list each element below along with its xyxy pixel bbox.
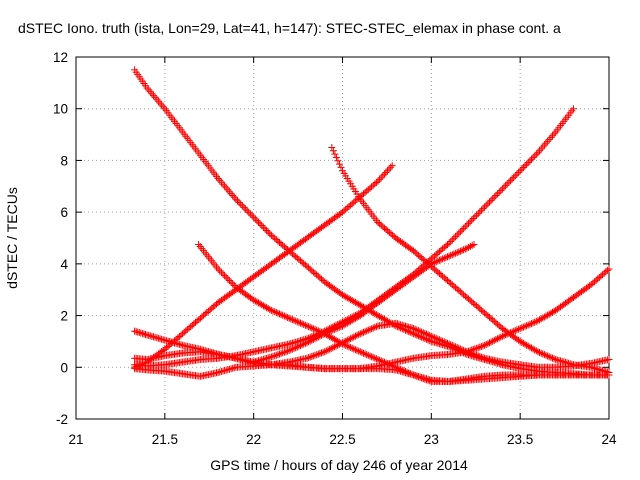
y-tick-label: 10	[53, 102, 68, 117]
y-tick-label: 12	[53, 50, 68, 65]
y-tick-label: 4	[60, 257, 68, 272]
y-tick-label: 6	[60, 205, 68, 220]
x-tick-label: 22	[246, 432, 261, 447]
series-markers	[131, 265, 613, 380]
x-tick-label: 21	[68, 432, 83, 447]
series-markers	[250, 241, 478, 366]
x-tick-label: 21.5	[152, 432, 178, 447]
x-tick-label: 23.5	[507, 432, 533, 447]
chart-title: dSTEC Iono. truth (ista, Lon=29, Lat=41,…	[18, 20, 561, 36]
series-arc8	[131, 265, 613, 380]
x-axis-label: GPS time / hours of day 246 of year 2014	[210, 457, 468, 473]
series-markers	[131, 319, 613, 371]
x-tick-label: 23	[424, 432, 439, 447]
x-tick-label: 24	[601, 432, 617, 447]
y-axis-ticks: -2 0 2 4 6 8 10 12	[53, 50, 609, 427]
series-arc9	[250, 241, 478, 366]
y-tick-label: 2	[60, 309, 68, 324]
series-arc7	[131, 319, 613, 371]
grid	[76, 57, 609, 419]
y-tick-label: 8	[60, 153, 68, 168]
x-axis-ticks: 21 21.5 22 22.5 23 23.5 24	[68, 57, 617, 447]
y-tick-label: -2	[56, 412, 68, 427]
data-series	[131, 66, 613, 385]
y-tick-label: 0	[60, 360, 68, 375]
y-axis-label: dSTEC / TECUs	[4, 187, 20, 289]
x-tick-label: 22.5	[329, 432, 355, 447]
